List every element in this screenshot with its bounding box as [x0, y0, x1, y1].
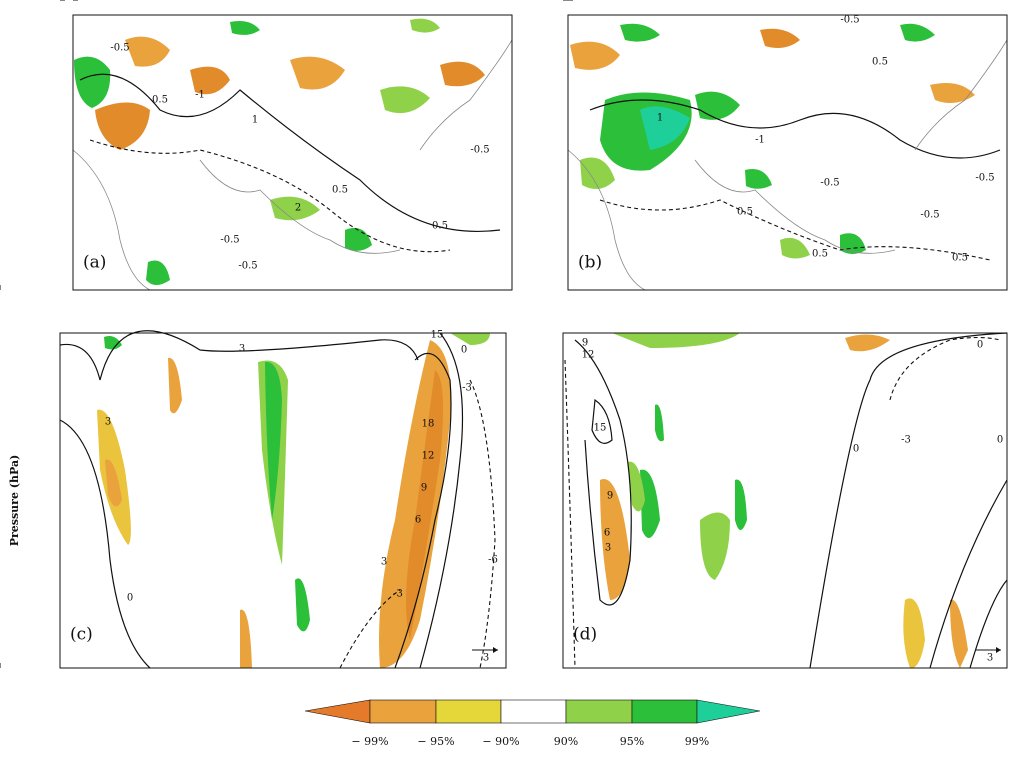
contour-label: 0.5 [952, 253, 968, 264]
contour-label: 1 [657, 113, 663, 124]
y-axis-label: Pressure (hPa) [8, 455, 21, 547]
contour-label: 3 [239, 344, 245, 355]
panel-label: (c) [70, 625, 93, 645]
colorbar-label: 95% [620, 735, 644, 748]
contour-label: 0 [977, 340, 983, 351]
contour-label: 12 [582, 350, 595, 361]
colorbar [304, 699, 761, 724]
contour-label: -0.5 [975, 173, 994, 184]
contour-label: -0.5 [920, 210, 939, 221]
contour-label: -0.5 [470, 145, 489, 156]
colorbar-label: − 90% [482, 735, 519, 748]
plot-frame [567, 14, 1008, 291]
panel-label: (a) [83, 253, 106, 273]
contour-label: 9 [421, 483, 427, 494]
contour-label: 0.5 [332, 185, 348, 196]
contour-label: 3 [105, 417, 111, 428]
vector-scale: 3 3 [472, 647, 1001, 664]
colorbar-label: 90% [554, 735, 578, 748]
contour-labels: -0.5 0.5 -1 1 -0.5 0.5 2 -0.5 0.5 -0.5 -… [105, 15, 1003, 604]
contour-label: 0.5 [432, 221, 448, 232]
contour-label: 0.5 [152, 95, 168, 106]
contour-label: 0 [127, 593, 133, 604]
significance-shading [74, 18, 485, 285]
contour-label: 0.5 [872, 57, 888, 68]
contour-label: -0.5 [110, 43, 129, 54]
contour-label: -1 [195, 90, 205, 101]
contour-label: -0.5 [220, 235, 239, 246]
vector-scale-label: 3 [987, 653, 993, 664]
contour-label: 15 [431, 330, 444, 341]
contour-label: 9 [582, 338, 588, 349]
significance-shading [570, 23, 975, 259]
contour-label: -3 [393, 589, 403, 600]
contour-label: 0.5 [812, 249, 828, 260]
contour-label: 0 [461, 345, 467, 356]
contour-label: 0 [853, 444, 859, 455]
colorbar-label: − 99% [351, 735, 388, 748]
contour-label: -0.5 [820, 178, 839, 189]
panel-label: (d) [573, 625, 597, 645]
contour-label: 18 [422, 419, 435, 430]
contour-label: -3 [462, 383, 472, 394]
contour-label: -0.5 [840, 15, 859, 26]
colorbar-label: 99% [685, 735, 709, 748]
colorbar-label: − 95% [417, 735, 454, 748]
contour-label: 0 [997, 435, 1003, 446]
contour-lines [59, 39, 1008, 669]
contour-label: -3 [901, 435, 911, 446]
vector-scale-label: 3 [483, 653, 489, 664]
contour-label: 2 [295, 203, 301, 214]
plot-frame [562, 332, 1008, 669]
plot-frame [59, 332, 507, 669]
plot-frame [72, 14, 513, 291]
contour-label: 3 [605, 543, 611, 554]
contour-label: 0.5 [737, 207, 753, 218]
contour-label: 3 [381, 557, 387, 568]
contour-label: -0.5 [238, 261, 257, 272]
panel-label: (b) [578, 253, 602, 273]
contour-label: 1 [252, 115, 258, 126]
contour-label: 6 [415, 515, 421, 526]
contour-label: 15 [594, 423, 607, 434]
contour-label: 9 [607, 491, 613, 502]
contour-label: 12 [422, 451, 435, 462]
significance-shading [600, 333, 968, 669]
contour-label: -6 [488, 555, 498, 566]
contour-label: 6 [604, 528, 610, 539]
contour-label: -1 [755, 135, 765, 146]
significance-shading [97, 333, 490, 668]
